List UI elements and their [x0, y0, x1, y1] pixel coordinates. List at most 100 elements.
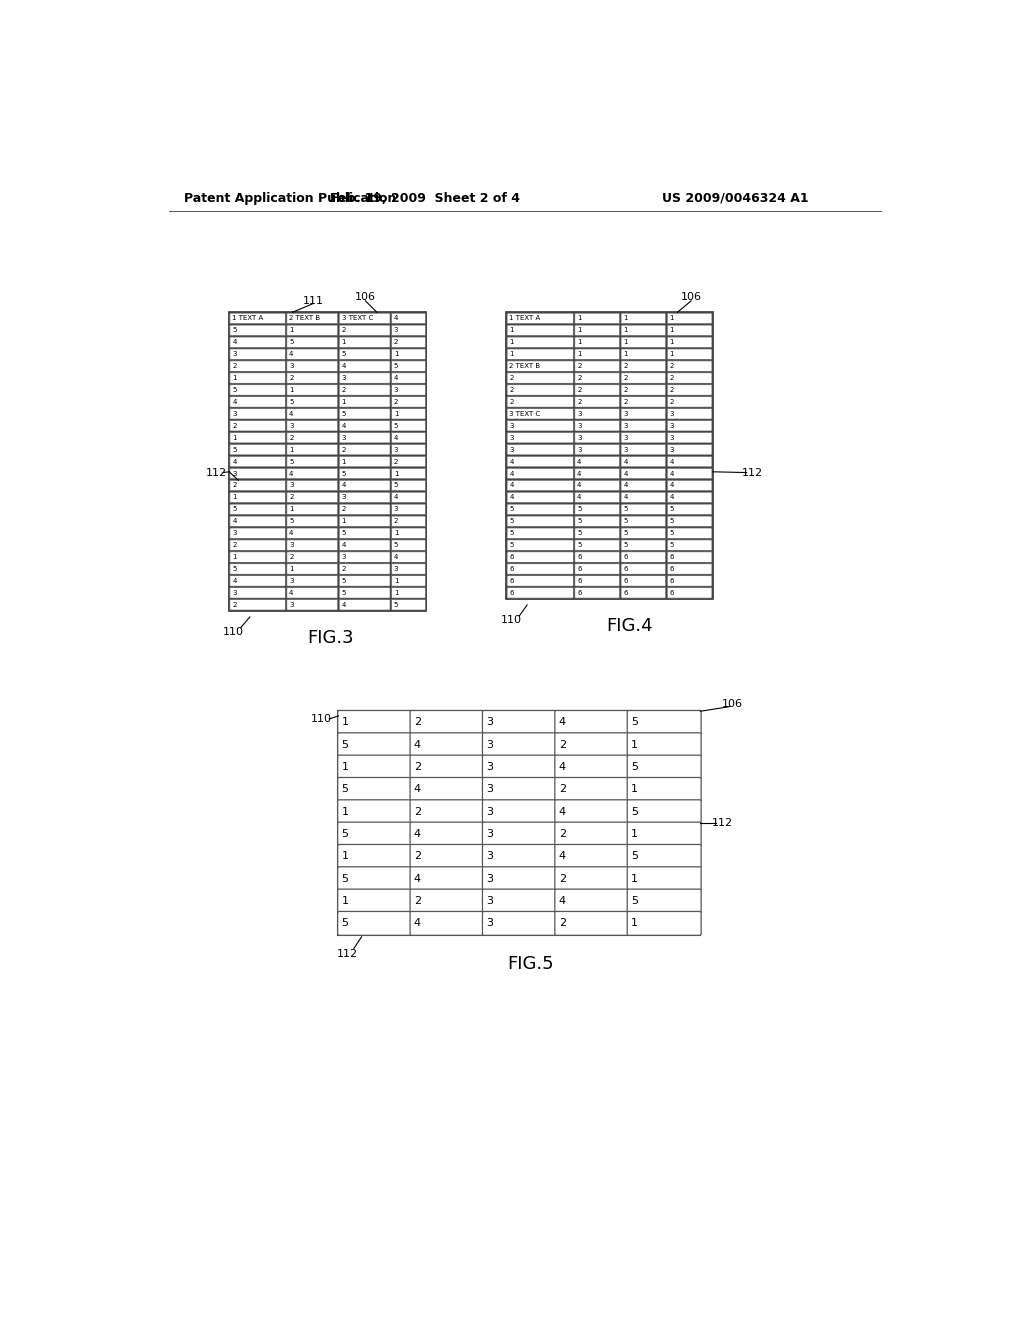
Text: 4: 4 [414, 784, 421, 795]
FancyBboxPatch shape [621, 337, 667, 348]
FancyBboxPatch shape [507, 492, 573, 503]
Text: 5: 5 [289, 339, 294, 346]
Text: 2: 2 [559, 739, 566, 750]
Text: 3: 3 [486, 739, 494, 750]
FancyBboxPatch shape [668, 540, 712, 550]
Text: 3: 3 [289, 422, 294, 429]
FancyBboxPatch shape [506, 527, 574, 539]
FancyBboxPatch shape [230, 599, 286, 610]
FancyBboxPatch shape [286, 420, 339, 432]
FancyBboxPatch shape [229, 372, 286, 384]
FancyBboxPatch shape [574, 397, 620, 407]
Text: 2: 2 [559, 784, 566, 795]
Text: 5: 5 [624, 519, 628, 524]
FancyBboxPatch shape [391, 599, 425, 610]
Text: 2: 2 [559, 874, 566, 883]
FancyBboxPatch shape [391, 385, 425, 395]
FancyBboxPatch shape [621, 527, 667, 539]
FancyBboxPatch shape [391, 337, 425, 347]
Text: 4: 4 [670, 458, 674, 465]
FancyBboxPatch shape [339, 479, 391, 491]
Text: 3: 3 [394, 566, 398, 572]
Text: 4: 4 [342, 422, 346, 429]
Bar [506, 313, 713, 599]
Text: 112: 112 [337, 949, 358, 958]
FancyBboxPatch shape [391, 539, 426, 552]
Text: 2: 2 [559, 829, 566, 840]
Text: 3: 3 [342, 495, 346, 500]
Text: 4: 4 [559, 807, 566, 817]
Text: 5: 5 [232, 387, 237, 393]
FancyBboxPatch shape [574, 479, 621, 491]
FancyBboxPatch shape [339, 540, 390, 550]
FancyBboxPatch shape [574, 385, 620, 395]
FancyBboxPatch shape [574, 527, 621, 539]
Text: 5: 5 [342, 590, 346, 595]
Text: 4: 4 [394, 375, 398, 381]
Text: 2: 2 [342, 387, 346, 393]
Text: 4: 4 [509, 495, 514, 500]
FancyBboxPatch shape [229, 420, 286, 432]
FancyBboxPatch shape [286, 384, 339, 396]
Text: 3: 3 [394, 446, 398, 453]
FancyBboxPatch shape [230, 337, 286, 347]
FancyBboxPatch shape [621, 587, 666, 598]
Text: 4: 4 [394, 495, 398, 500]
FancyBboxPatch shape [667, 587, 713, 599]
Text: 3: 3 [232, 590, 237, 595]
FancyBboxPatch shape [507, 313, 573, 323]
FancyBboxPatch shape [667, 372, 713, 384]
FancyBboxPatch shape [230, 564, 286, 574]
FancyBboxPatch shape [229, 384, 286, 396]
FancyBboxPatch shape [507, 516, 573, 527]
FancyBboxPatch shape [506, 515, 574, 527]
FancyBboxPatch shape [230, 480, 286, 491]
Text: 5: 5 [631, 718, 638, 727]
Text: 2: 2 [289, 495, 294, 500]
FancyBboxPatch shape [391, 479, 426, 491]
FancyBboxPatch shape [391, 552, 426, 564]
Text: 1: 1 [631, 829, 638, 840]
Text: 4: 4 [414, 874, 421, 883]
FancyBboxPatch shape [339, 576, 390, 586]
Text: 4: 4 [232, 339, 237, 346]
Text: 3: 3 [342, 554, 346, 560]
Text: 3: 3 [486, 784, 494, 795]
FancyBboxPatch shape [391, 576, 425, 586]
FancyBboxPatch shape [621, 409, 666, 418]
FancyBboxPatch shape [668, 445, 712, 455]
FancyBboxPatch shape [391, 360, 426, 372]
FancyBboxPatch shape [287, 337, 338, 347]
Text: 106: 106 [355, 292, 376, 302]
Text: 2: 2 [624, 399, 628, 405]
FancyBboxPatch shape [667, 564, 713, 576]
Text: 2: 2 [289, 434, 294, 441]
FancyBboxPatch shape [555, 822, 629, 846]
FancyBboxPatch shape [668, 552, 712, 562]
FancyBboxPatch shape [410, 890, 484, 913]
Text: 4: 4 [578, 482, 582, 488]
FancyBboxPatch shape [574, 480, 620, 491]
FancyBboxPatch shape [230, 313, 286, 323]
FancyBboxPatch shape [339, 469, 390, 479]
FancyBboxPatch shape [339, 527, 391, 539]
Text: 5: 5 [670, 507, 674, 512]
Text: 3: 3 [486, 851, 494, 862]
FancyBboxPatch shape [667, 552, 713, 564]
FancyBboxPatch shape [574, 528, 620, 539]
FancyBboxPatch shape [286, 432, 339, 444]
Text: 6: 6 [509, 578, 514, 583]
FancyBboxPatch shape [621, 360, 667, 372]
FancyBboxPatch shape [574, 372, 620, 383]
Text: 3: 3 [232, 470, 237, 477]
FancyBboxPatch shape [574, 348, 620, 359]
Text: 1: 1 [342, 519, 346, 524]
Text: 4: 4 [559, 896, 566, 906]
Text: 6: 6 [624, 554, 628, 560]
Text: 3: 3 [624, 422, 628, 429]
FancyBboxPatch shape [339, 599, 390, 610]
FancyBboxPatch shape [339, 444, 391, 455]
FancyBboxPatch shape [667, 455, 713, 467]
FancyBboxPatch shape [391, 528, 425, 539]
FancyBboxPatch shape [555, 733, 629, 756]
